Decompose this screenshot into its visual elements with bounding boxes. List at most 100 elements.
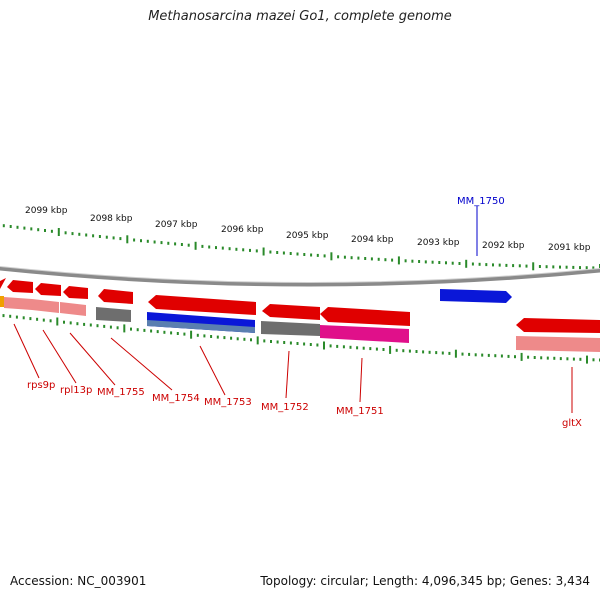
leader-mm-1751: [359, 357, 363, 403]
leader-rps9p: [13, 323, 40, 379]
outer-minor-tick: [44, 229, 46, 232]
gene-mm-1754-block[interactable]: [96, 307, 131, 322]
outer-major-tick: [57, 228, 60, 236]
inner-major-tick: [520, 352, 523, 361]
inner-minor-tick: [109, 325, 112, 329]
gene-label-mm-1753[interactable]: MM_1753: [204, 397, 252, 408]
gene-label-mm-1752[interactable]: MM_1752: [261, 402, 309, 413]
inner-minor-tick: [369, 347, 372, 351]
gene-arrow-a[interactable]: [7, 280, 33, 293]
genome-backbone-highlight: [0, 266, 600, 284]
reverse-genes-row2: [0, 296, 600, 352]
outer-minor-tick: [282, 251, 285, 255]
outer-minor-tick: [71, 232, 74, 236]
gene-arrow-h[interactable]: [516, 318, 600, 333]
inner-minor-tick: [42, 318, 45, 322]
inner-minor-tick: [546, 356, 549, 360]
outer-minor-tick: [187, 243, 190, 247]
inner-minor-tick: [514, 355, 516, 359]
inner-minor-tick: [29, 317, 32, 321]
outer-minor-tick: [235, 247, 238, 251]
gene-arrow-c[interactable]: [63, 286, 88, 299]
inner-minor-tick: [283, 341, 286, 344]
inner-minor-tick: [263, 339, 266, 343]
gene-label-mm-1754[interactable]: MM_1754: [152, 393, 200, 404]
inner-minor-tick: [527, 355, 530, 359]
inner-minor-tick: [481, 353, 484, 357]
inner-minor-tick: [289, 341, 292, 345]
outer-minor-tick: [201, 244, 204, 248]
genome-stats-label: Topology: circular; Length: 4,096,345 bp…: [260, 574, 590, 588]
outer-minor-tick: [559, 265, 561, 269]
tick-label-2098: 2098 kbp: [90, 214, 133, 224]
gene-arrow-e[interactable]: [148, 295, 256, 315]
inner-minor-tick: [533, 356, 536, 359]
outer-minor-tick: [310, 253, 313, 257]
tick-label-2096: 2096 kbp: [221, 225, 264, 235]
inner-minor-tick: [116, 326, 119, 330]
inner-minor-tick: [250, 338, 252, 342]
outer-minor-tick: [215, 246, 217, 250]
gene-gltx-block[interactable]: [516, 336, 600, 352]
outer-minor-tick: [451, 261, 454, 265]
inner-minor-tick: [130, 327, 132, 331]
gene-orange-block[interactable]: [0, 296, 4, 307]
reverse-genes-row1: [0, 278, 600, 333]
gene-mm-1755-block[interactable]: [60, 302, 86, 316]
gene-mm-1752-block[interactable]: [261, 321, 320, 336]
gene-label-rps9p[interactable]: rps9p: [27, 380, 55, 391]
gene-arrow-d[interactable]: [98, 289, 133, 304]
outer-minor-tick: [485, 263, 488, 267]
tick-label-2091: 2091 kbp: [548, 243, 591, 253]
inner-minor-tick: [592, 358, 595, 362]
outer-minor-tick: [105, 235, 108, 239]
inner-minor-tick: [441, 351, 444, 355]
inner-minor-tick: [468, 352, 471, 356]
inner-minor-tick: [170, 331, 173, 335]
outer-minor-tick: [269, 250, 272, 254]
inner-minor-tick: [559, 357, 562, 361]
outer-minor-tick: [242, 248, 245, 252]
inner-minor-tick: [415, 350, 418, 353]
inner-major-tick: [190, 330, 193, 339]
outer-minor-tick: [23, 226, 26, 230]
outer-minor-tick: [174, 242, 177, 246]
gene-mm-1750[interactable]: [440, 289, 512, 303]
gene-arrow-f[interactable]: [262, 304, 320, 320]
outer-minor-tick: [592, 266, 595, 270]
gene-label-rpl13p[interactable]: rpl13p: [60, 385, 92, 396]
gene-mm-1751-block[interactable]: [320, 325, 409, 343]
gene-label-mm-1750[interactable]: MM_1750: [457, 196, 505, 207]
gene-rps9p-block[interactable]: [4, 297, 32, 310]
outer-minor-tick: [119, 237, 122, 241]
outer-minor-tick: [418, 260, 421, 263]
inner-minor-tick: [342, 345, 345, 349]
gene-arrow-g[interactable]: [320, 307, 410, 326]
inner-minor-tick: [540, 356, 543, 360]
outer-minor-tick: [512, 264, 515, 268]
inner-minor-tick: [89, 323, 92, 327]
outer-minor-tick: [85, 233, 88, 237]
inner-minor-tick: [230, 336, 233, 340]
inner-minor-tick: [196, 333, 199, 337]
gene-label-mm-1751[interactable]: MM_1751: [336, 406, 384, 417]
outer-minor-tick: [92, 234, 95, 238]
inner-minor-tick: [223, 336, 226, 340]
gene-rps9p-arrow[interactable]: [0, 278, 6, 289]
outer-minor-tick: [140, 239, 142, 243]
gene-arrow-b[interactable]: [35, 283, 61, 296]
inner-minor-tick: [183, 332, 186, 336]
outer-minor-tick: [579, 266, 581, 270]
outer-minor-tick: [323, 254, 326, 258]
outer-minor-tick: [160, 241, 163, 245]
outer-minor-tick: [445, 261, 447, 265]
gene-rpl13p-block[interactable]: [32, 299, 59, 313]
outer-minor-tick: [431, 260, 434, 264]
outer-minor-tick: [50, 229, 53, 233]
outer-minor-tick: [228, 247, 231, 251]
outer-minor-tick: [572, 265, 575, 269]
outer-minor-tick: [518, 264, 521, 268]
outer-minor-tick: [289, 252, 292, 255]
gene-label-mm-1755[interactable]: MM_1755: [97, 387, 145, 398]
gene-label-gltx[interactable]: gltX: [562, 418, 582, 429]
